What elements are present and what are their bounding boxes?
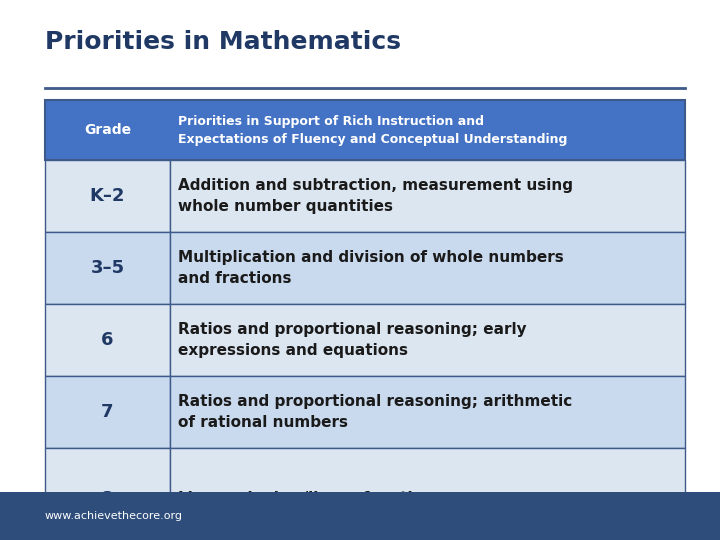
Bar — [45, 376, 170, 448]
Text: Linear algebra/linear functions: Linear algebra/linear functions — [178, 491, 443, 507]
Bar — [45, 160, 170, 232]
Text: 3–5: 3–5 — [90, 259, 125, 277]
Bar — [170, 232, 685, 304]
Bar — [0, 492, 720, 540]
Bar — [170, 448, 685, 540]
Text: K–2: K–2 — [90, 187, 125, 205]
Text: 6: 6 — [101, 331, 114, 349]
Bar — [170, 304, 685, 376]
Bar — [170, 160, 685, 232]
Bar — [45, 304, 170, 376]
Text: www.achievethecore.org: www.achievethecore.org — [45, 511, 183, 521]
Text: Multiplication and division of whole numbers
and fractions: Multiplication and division of whole num… — [178, 250, 564, 286]
Text: Ratios and proportional reasoning; arithmetic
of rational numbers: Ratios and proportional reasoning; arith… — [178, 394, 572, 430]
Bar — [45, 232, 170, 304]
Text: Addition and subtraction, measurement using
whole number quantities: Addition and subtraction, measurement us… — [178, 178, 573, 214]
Text: 7: 7 — [101, 403, 114, 421]
Text: 8: 8 — [101, 490, 114, 508]
Bar — [45, 448, 170, 540]
Text: Ratios and proportional reasoning; early
expressions and equations: Ratios and proportional reasoning; early… — [178, 322, 526, 358]
Text: Priorities in Support of Rich Instruction and
Expectations of Fluency and Concep: Priorities in Support of Rich Instructio… — [178, 114, 567, 145]
Bar — [170, 376, 685, 448]
Bar — [45, 100, 685, 160]
Text: Grade: Grade — [84, 123, 131, 137]
Text: Priorities in Mathematics: Priorities in Mathematics — [45, 30, 401, 54]
